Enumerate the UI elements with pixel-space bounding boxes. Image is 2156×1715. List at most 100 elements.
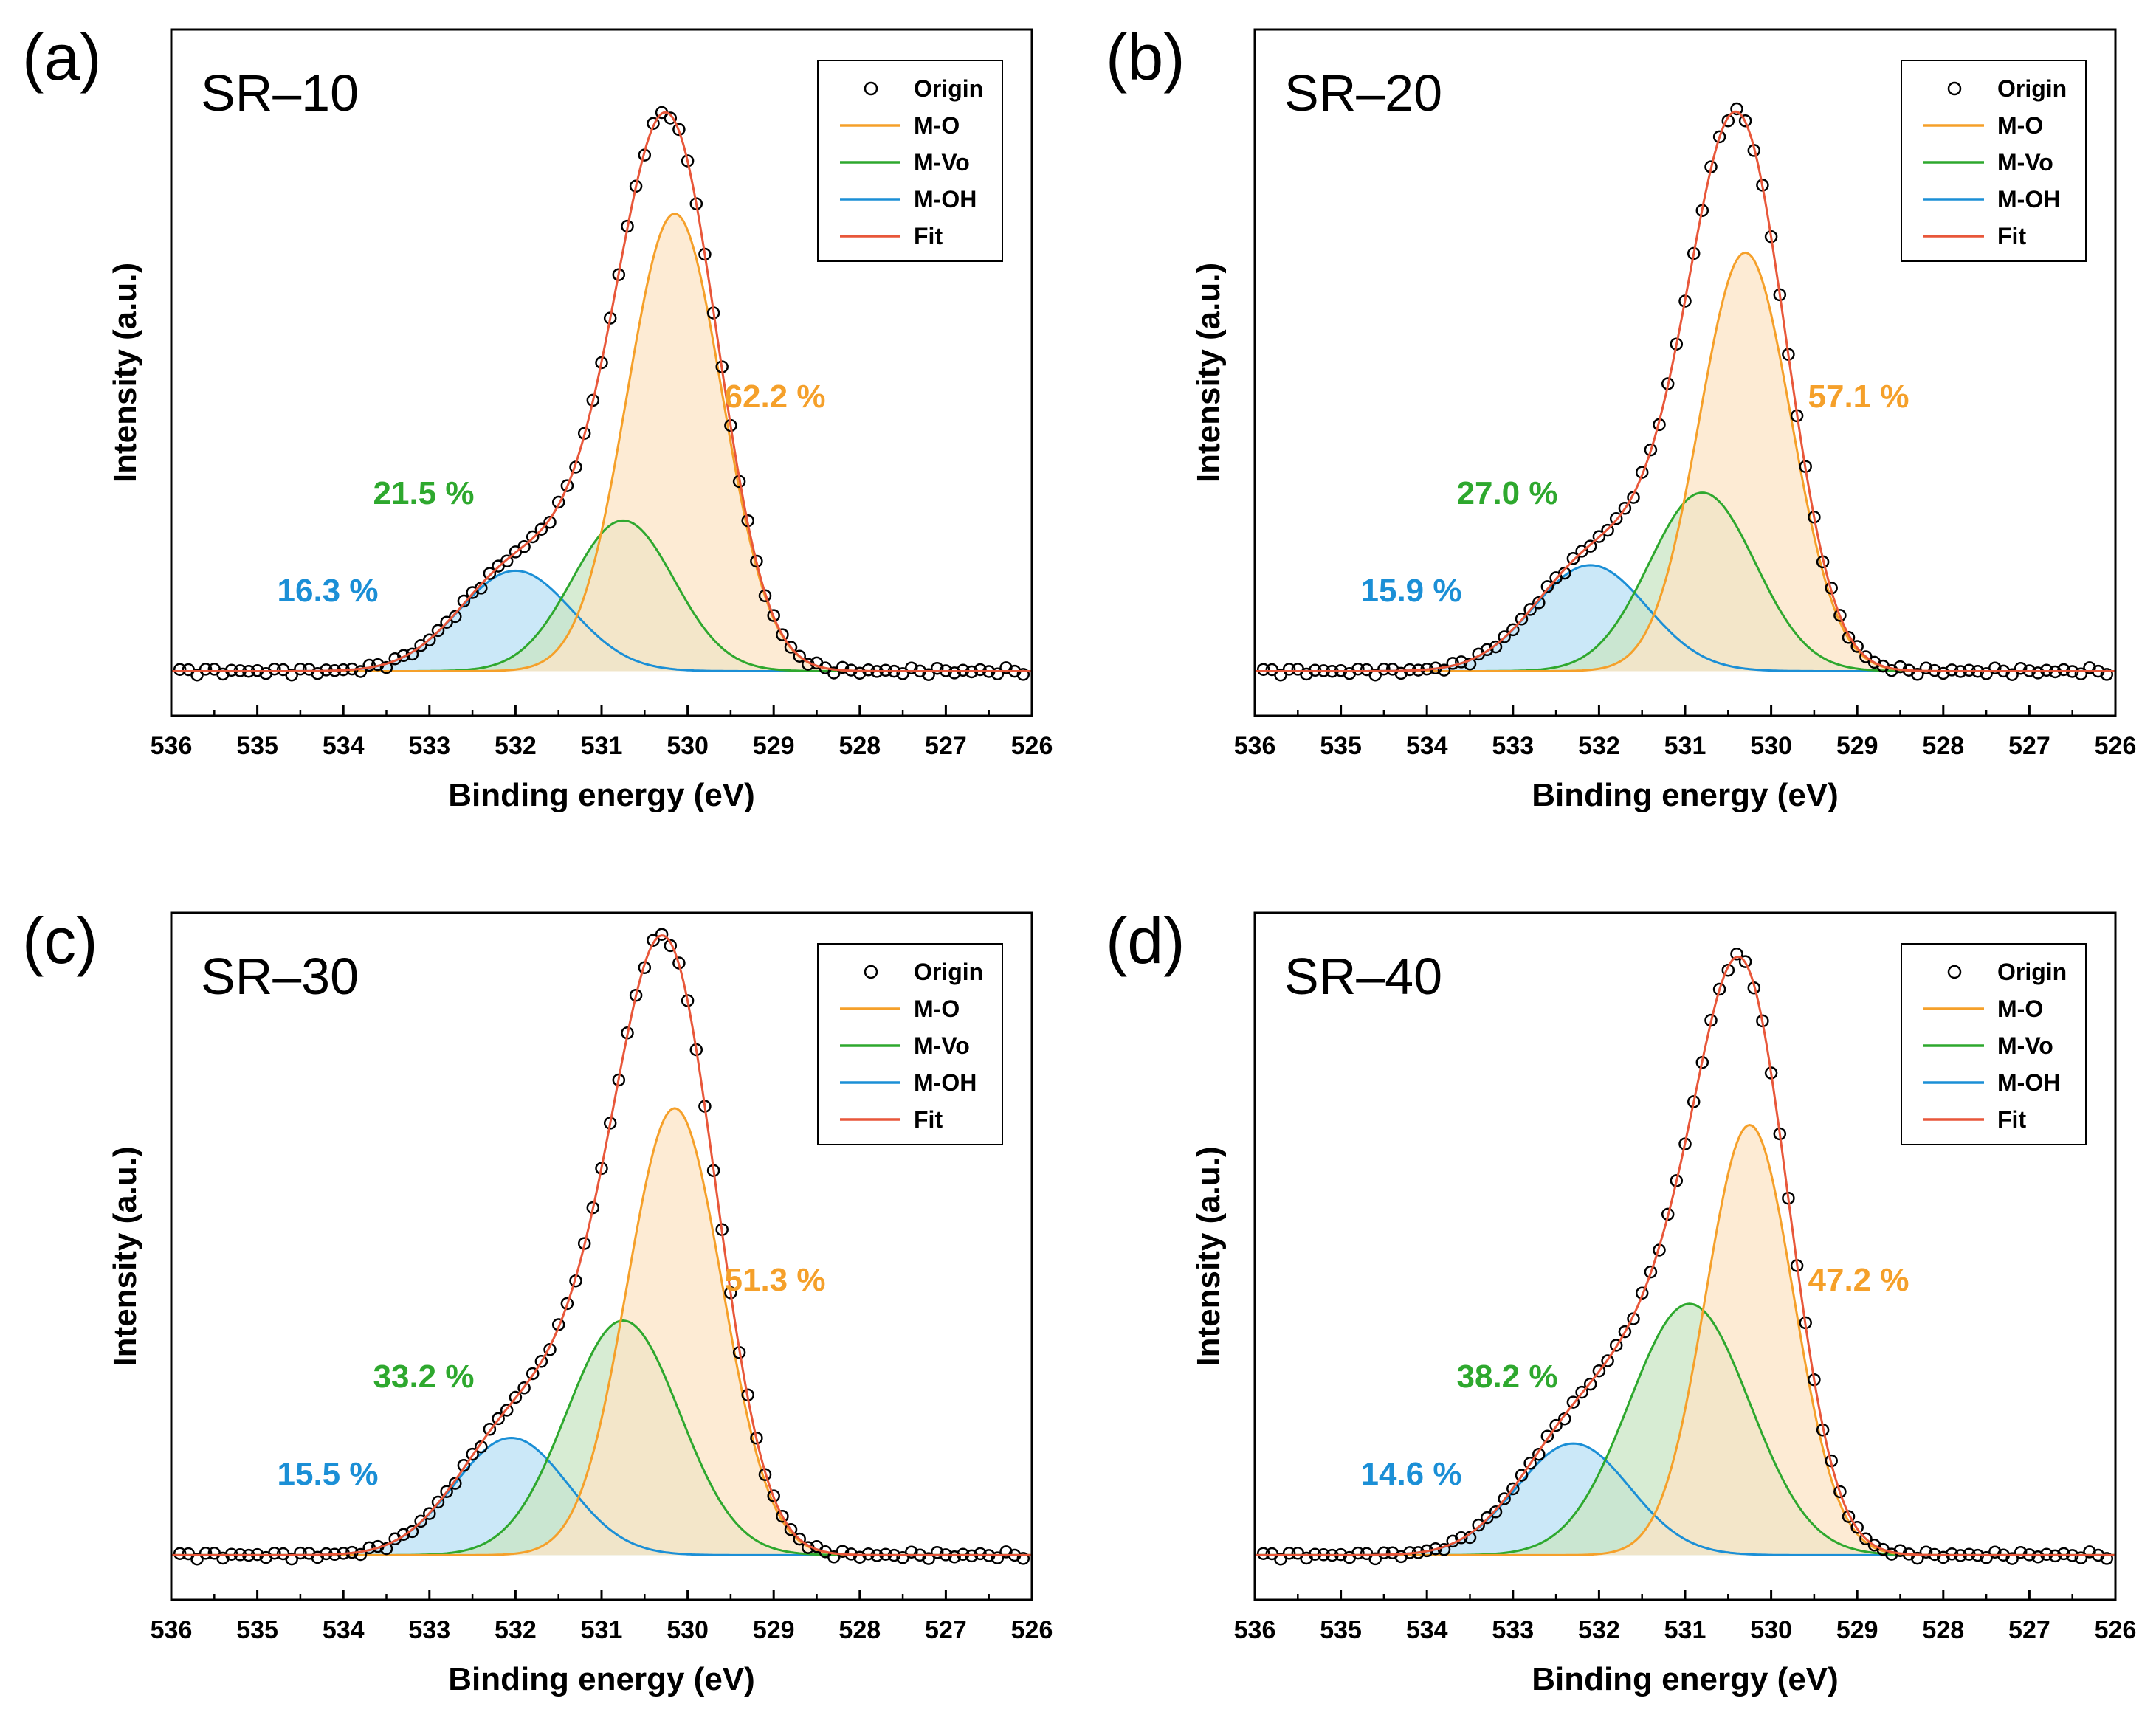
origin-point: [905, 1545, 918, 1559]
x-tick-label: 530: [1750, 732, 1792, 760]
origin-point: [354, 1547, 368, 1562]
origin-point: [2083, 1545, 2096, 1559]
x-tick-label: 535: [1320, 1616, 1362, 1644]
x-tick-label: 531: [1664, 1616, 1706, 1644]
origin-point: [1481, 1511, 1494, 1525]
origin-point: [2074, 1551, 2088, 1564]
legend-box: [1901, 60, 2087, 262]
origin-point: [173, 1547, 187, 1560]
origin-point: [974, 1547, 987, 1561]
legend-label: Fit: [1997, 1106, 2026, 1133]
origin-point: [1566, 552, 1580, 565]
x-tick-label: 527: [2008, 732, 2050, 760]
legend-label: M-O: [1997, 995, 2043, 1022]
x-tick-label: 536: [1234, 1616, 1276, 1644]
origin-point: [1911, 1551, 1924, 1565]
origin-point: [173, 663, 187, 676]
origin-point: [475, 582, 488, 595]
line-fit: [1255, 110, 2115, 672]
origin-point: [560, 1297, 574, 1311]
origin-point: [1592, 530, 1606, 543]
chart-panel-1: 536 535 534 533 532 531 530 529 528 527 526 Binding…: [22, 21, 1053, 813]
origin-point: [526, 530, 540, 544]
x-tick-label: 533: [1492, 732, 1534, 760]
origin-point: [1937, 1550, 1950, 1564]
legend-marker-origin: [864, 965, 878, 979]
panel-letter: (d): [1106, 904, 1185, 977]
x-tick-label: 532: [495, 1616, 537, 1644]
origin-point: [922, 1552, 935, 1565]
origin-point: [999, 1545, 1013, 1559]
pct-label-m-vo: 21.5 %: [373, 475, 475, 511]
y-axis-title: Intensity (a.u.): [107, 1146, 143, 1366]
origin-point: [767, 1489, 780, 1502]
origin-point: [1644, 1265, 1658, 1279]
panel-letter: (b): [1106, 21, 1185, 94]
origin-point: [1256, 663, 1270, 676]
origin-point: [750, 554, 763, 568]
pct-label-m-o: 47.2 %: [1808, 1262, 1909, 1298]
origin-point: [431, 1495, 445, 1509]
origin-point: [767, 609, 780, 622]
origin-point: [1498, 1492, 1511, 1505]
origin-point: [1583, 1377, 1597, 1391]
origin-point: [2100, 1552, 2114, 1565]
origin-point: [1282, 1547, 1296, 1560]
x-tick-label: 529: [753, 1616, 795, 1644]
origin-point: [1489, 640, 1503, 654]
x-tick-label: 532: [1578, 1616, 1620, 1644]
origin-point: [500, 1404, 514, 1417]
origin-point: [1833, 609, 1847, 622]
origin-point: [517, 1381, 531, 1395]
origin-point: [483, 567, 497, 580]
legend: Origin M-O M-Vo M-OH Fit: [1901, 60, 2087, 262]
origin-point: [1738, 955, 1752, 968]
panel-letter: (a): [22, 21, 102, 94]
origin-point: [1919, 1545, 1933, 1559]
legend-label: M-OH: [1997, 186, 2060, 213]
origin-point: [2014, 661, 2028, 675]
origin-point: [466, 1447, 479, 1461]
chart-panel-4: 536 535 534 533 532 531 530 529 528 527 526 Binding…: [1106, 904, 2136, 1697]
origin-point: [1566, 1395, 1580, 1409]
x-tick-label: 535: [236, 1616, 278, 1644]
pct-label-m-o: 51.3 %: [725, 1262, 826, 1298]
origin-point: [1472, 1518, 1485, 1532]
origin-point: [431, 624, 445, 638]
legend-label: Fit: [914, 223, 943, 249]
origin-point: [784, 641, 798, 654]
x-axis-title: Binding energy (eV): [448, 1661, 755, 1697]
origin-point: [362, 658, 376, 672]
origin-point: [853, 1550, 867, 1564]
x-tick-label: 536: [151, 732, 193, 760]
sample-label: SR–30: [201, 948, 359, 1005]
origin-point: [836, 1545, 850, 1558]
x-axis-title: Binding energy (eV): [448, 777, 755, 813]
legend-label: M-Vo: [914, 1032, 970, 1059]
origin-point: [397, 1528, 410, 1541]
legend-marker-origin: [1947, 965, 1962, 979]
pct-label-m-vo: 27.0 %: [1457, 475, 1558, 511]
area-m_o: [171, 213, 1032, 672]
panel-letter: (c): [22, 904, 98, 977]
legend-label: M-OH: [1997, 1069, 2060, 1096]
origin-point: [1506, 1482, 1520, 1496]
x-tick-label: 526: [2095, 732, 2137, 760]
sample-label: SR–40: [1284, 948, 1442, 1005]
origin-point: [190, 668, 204, 682]
chart-panel-3: 536 535 534 533 532 531 530 529 528 527 526 Binding…: [22, 904, 1053, 1697]
legend-label: M-O: [1997, 112, 2043, 139]
origin-point: [1609, 512, 1623, 525]
origin-point: [1282, 663, 1296, 676]
legend-label: Fit: [1997, 223, 2026, 249]
origin-point: [534, 522, 548, 536]
origin-point: [551, 495, 565, 509]
origin-point: [836, 660, 850, 674]
pct-label-m-oh: 15.9 %: [1361, 573, 1462, 609]
chart-panel-2: 536 535 534 533 532 531 530 529 528 527 526 Binding…: [1106, 21, 2136, 813]
origin-point: [405, 1525, 419, 1539]
origin-point: [776, 1509, 789, 1523]
legend-box: [817, 60, 1003, 262]
legend-label: Origin: [1997, 959, 2067, 985]
origin-point: [1540, 1429, 1554, 1443]
